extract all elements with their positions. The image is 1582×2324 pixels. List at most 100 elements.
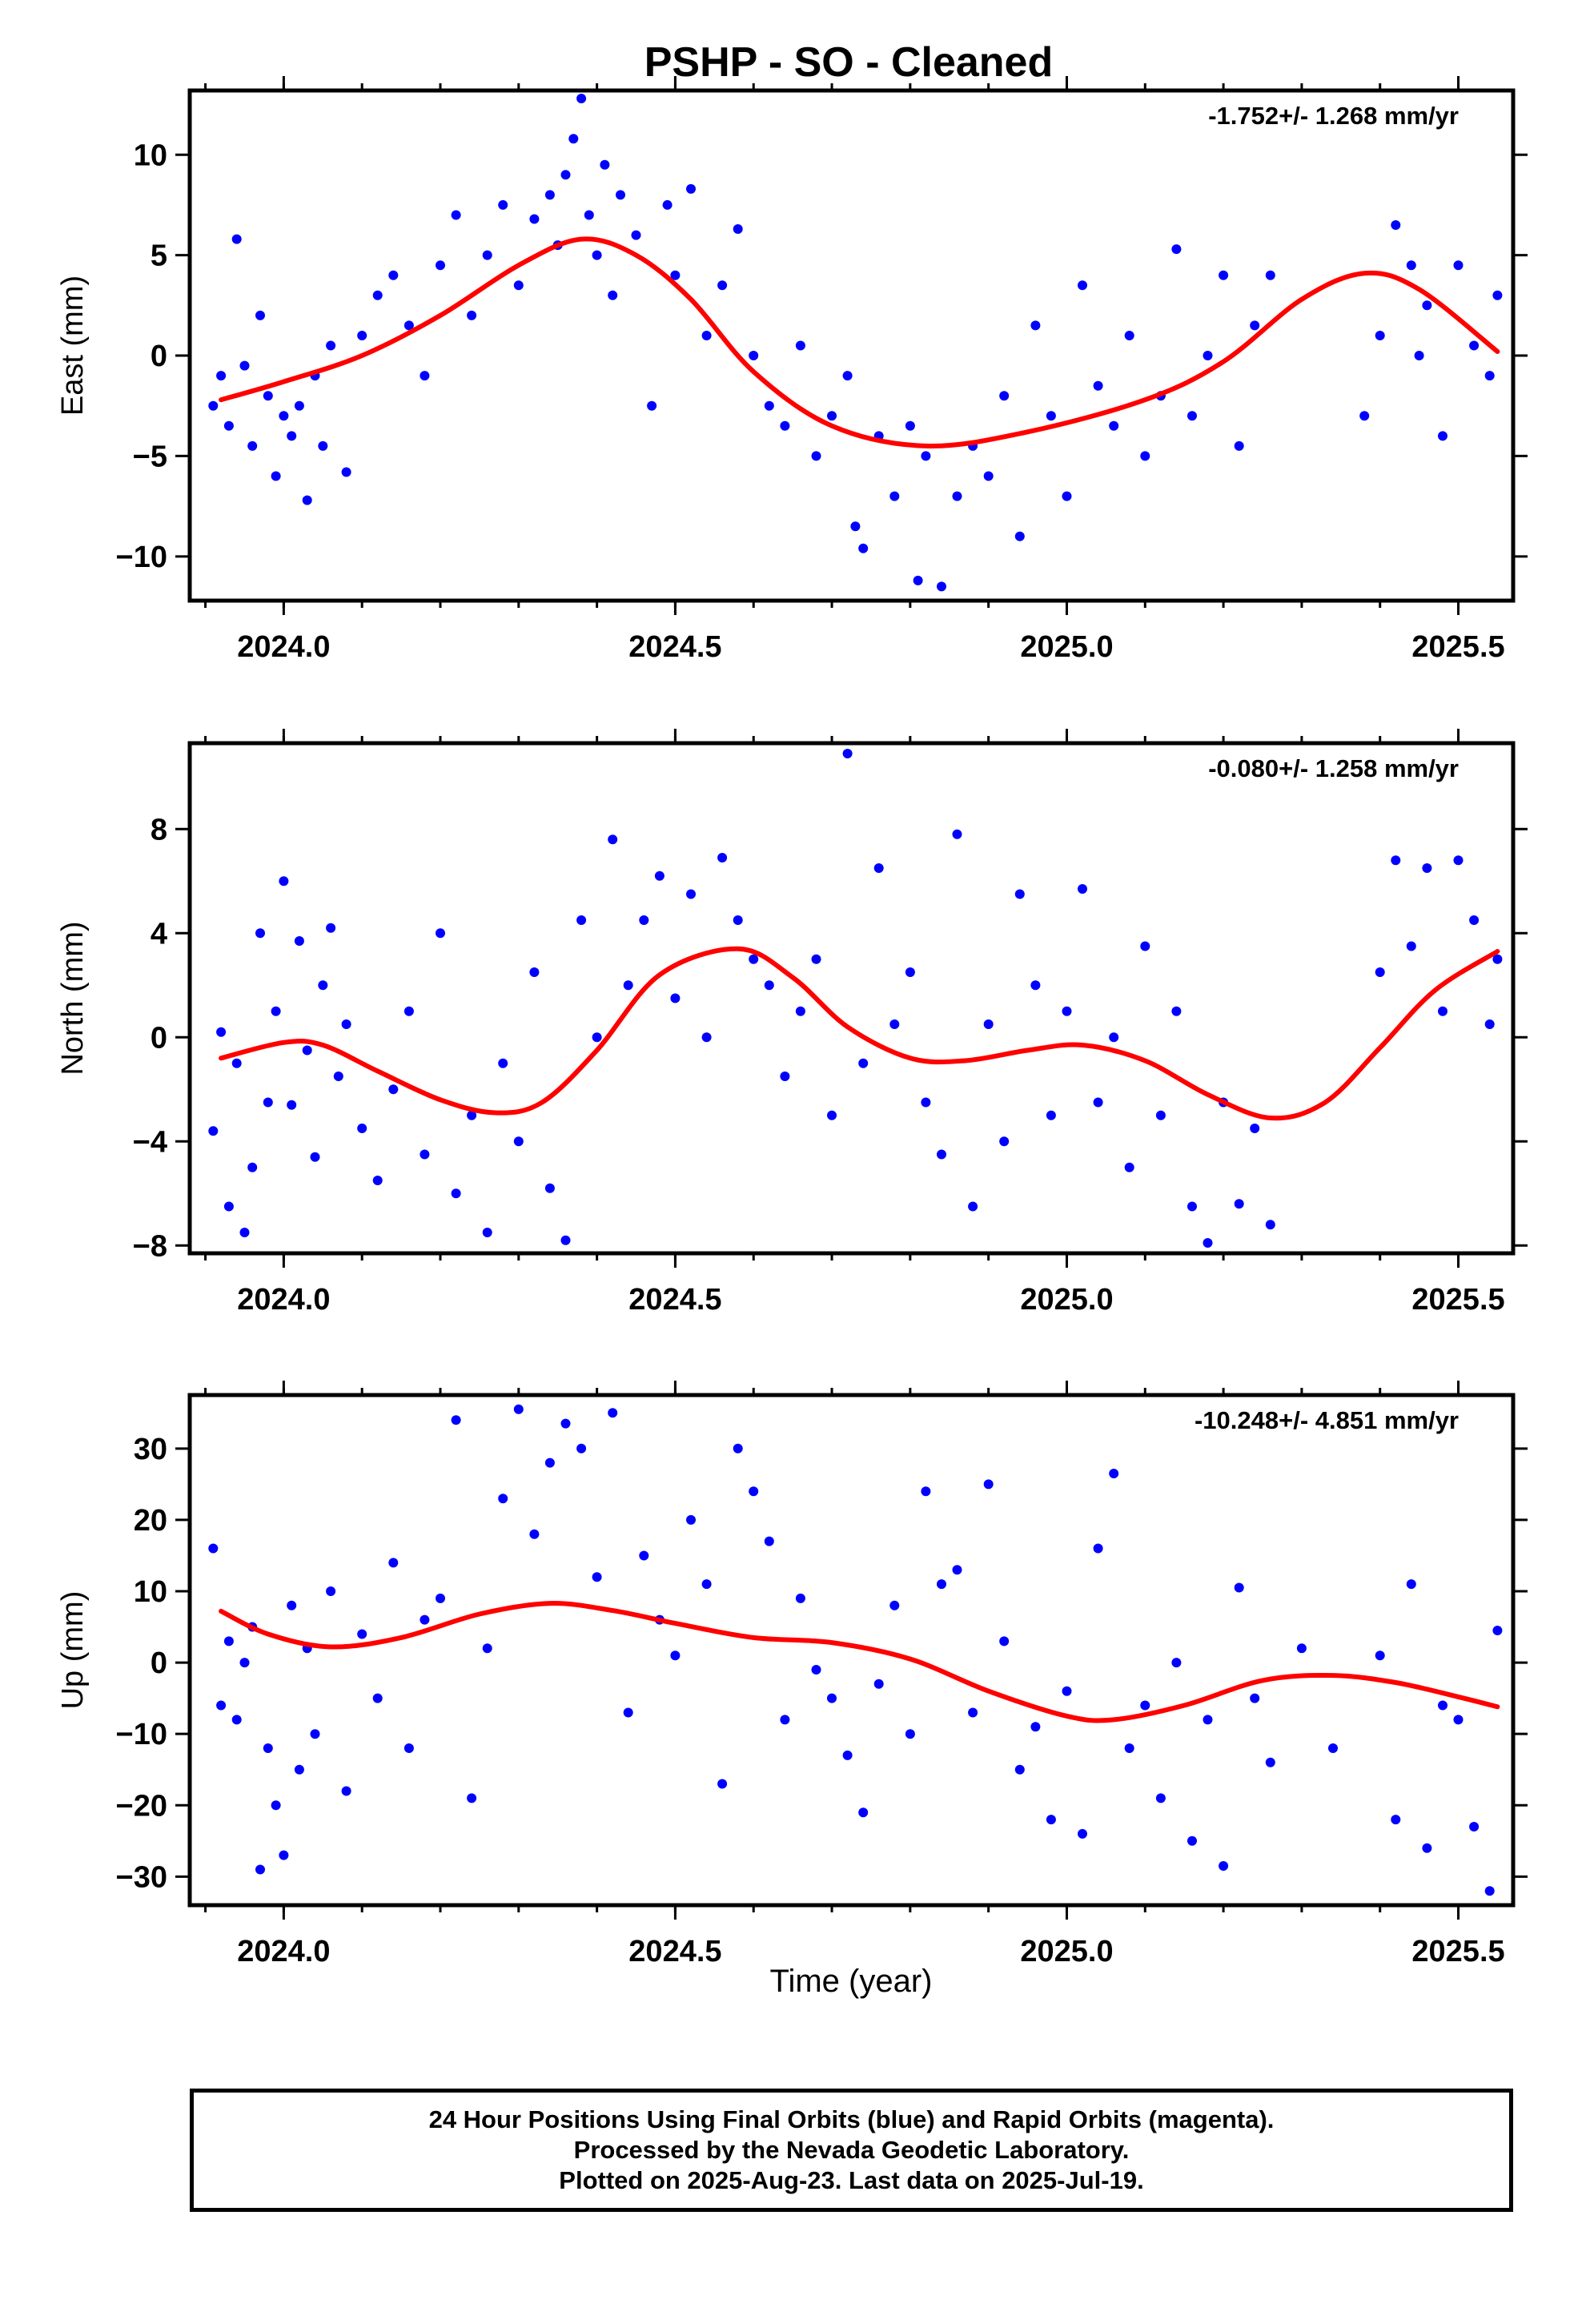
north-data-point xyxy=(1109,1032,1119,1043)
east-data-point xyxy=(436,260,445,271)
up-y-tick-label: −10 xyxy=(116,1718,167,1751)
north-data-point xyxy=(952,829,962,839)
east-data-point xyxy=(1359,411,1370,421)
panel-north: 2024.0 2024.5 2025.0 2025.5 −8 −4 0 4 8 North (mm… xyxy=(56,729,1528,1317)
up-data-point xyxy=(686,1514,696,1525)
east-y-tick-label: 10 xyxy=(134,139,167,172)
x-axis-label: Time (year) xyxy=(770,1964,933,1999)
north-data-point xyxy=(560,1235,571,1245)
up-data-point xyxy=(858,1807,869,1818)
up-data-point xyxy=(388,1558,399,1568)
east-data-point xyxy=(568,134,579,144)
east-data-point xyxy=(811,451,821,461)
up-data-point xyxy=(216,1700,227,1711)
up-data-point xyxy=(921,1486,931,1497)
east-y-tick-label: 0 xyxy=(151,340,167,373)
north-x-tick-label: 2025.5 xyxy=(1411,1283,1504,1317)
east-data-point xyxy=(357,331,367,340)
up-data-point xyxy=(1296,1643,1307,1654)
east-data-point xyxy=(1219,270,1229,280)
north-data-point xyxy=(983,1019,994,1029)
east-data-point xyxy=(616,190,625,200)
east-y-tick-label: −5 xyxy=(133,440,167,473)
east-x-tick-label: 2025.5 xyxy=(1411,630,1504,664)
north-data-point xyxy=(341,1019,351,1029)
north-data-point xyxy=(576,915,587,925)
north-data-point xyxy=(1062,1006,1072,1016)
north-data-point xyxy=(1406,941,1416,951)
up-data-point xyxy=(310,1729,320,1739)
north-data-point xyxy=(780,1072,790,1081)
up-data-point xyxy=(1109,1469,1119,1478)
north-data-point xyxy=(1030,980,1041,991)
east-data-point xyxy=(913,575,923,585)
up-data-point xyxy=(1422,1843,1432,1853)
east-data-point xyxy=(208,400,219,411)
up-data-point xyxy=(873,1679,884,1689)
north-data-point xyxy=(420,1149,430,1160)
north-data-point xyxy=(1391,855,1401,866)
north-data-point xyxy=(717,853,728,862)
east-data-point xyxy=(1492,290,1503,300)
north-data-point xyxy=(294,936,304,946)
up-data-point xyxy=(983,1479,994,1490)
east-data-point xyxy=(858,543,869,553)
footer-line-1: 24 Hour Positions Using Final Orbits (bl… xyxy=(428,2105,1275,2133)
east-data-point xyxy=(287,431,297,441)
east-data-point xyxy=(451,210,461,220)
north-data-point xyxy=(858,1058,869,1068)
north-data-point xyxy=(529,967,540,977)
panel-up: 2024.0 2024.5 2025.0 2025.5 −30 −20 −10 0 10 20 30… xyxy=(56,1381,1528,1968)
north-y-tick-label: 8 xyxy=(151,813,167,846)
up-data-point xyxy=(1219,1861,1229,1871)
up-minor-x-ticks xyxy=(204,1388,1460,1912)
north-data-point xyxy=(372,1176,383,1185)
up-data-point xyxy=(968,1707,978,1718)
east-data-point xyxy=(733,224,743,234)
up-data-point xyxy=(451,1415,461,1425)
east-data-point xyxy=(795,340,805,351)
up-data-point xyxy=(1078,1828,1087,1839)
east-data-point xyxy=(937,581,946,592)
north-data-point xyxy=(1375,967,1385,977)
north-data-point xyxy=(239,1228,250,1237)
north-data-point xyxy=(1171,1006,1182,1016)
up-data-point xyxy=(529,1529,540,1539)
east-data-point xyxy=(952,491,962,501)
north-data-point xyxy=(263,1097,273,1108)
east-data-point xyxy=(1484,371,1495,381)
up-data-point xyxy=(208,1543,219,1554)
up-data-point xyxy=(287,1600,297,1610)
east-data-point xyxy=(529,214,540,224)
north-data-point xyxy=(208,1126,219,1136)
east-data-point xyxy=(1391,220,1401,230)
footer-line-2: Processed by the Nevada Geodetic Laborat… xyxy=(573,2136,1130,2164)
north-data-point xyxy=(937,1149,946,1160)
north-data-point xyxy=(482,1228,492,1237)
east-x-tick-label: 2025.0 xyxy=(1020,630,1113,664)
north-data-point xyxy=(968,1201,978,1212)
east-data-point xyxy=(231,234,242,244)
east-data-point xyxy=(592,250,602,260)
up-x-tick-label: 2025.0 xyxy=(1020,1935,1113,1968)
up-y-tick-label: −30 xyxy=(116,1860,167,1894)
east-minor-x-ticks xyxy=(204,83,1460,608)
up-data-point xyxy=(749,1486,759,1497)
east-data-point xyxy=(905,420,915,431)
east-data-point xyxy=(749,351,759,360)
east-data-point xyxy=(647,400,657,411)
up-data-point xyxy=(498,1494,508,1504)
up-x-tick-label: 2024.5 xyxy=(628,1935,721,1968)
north-data-point xyxy=(216,1027,227,1037)
up-y-tick-label: −20 xyxy=(116,1789,167,1823)
north-data-point xyxy=(436,928,445,939)
up-data-point xyxy=(905,1729,915,1739)
up-y-axis-label: Up (mm) xyxy=(56,1591,90,1710)
up-data-point xyxy=(889,1600,900,1610)
north-data-point xyxy=(1140,941,1150,951)
up-rate-annotation: -10.248+/- 4.851 mm/yr xyxy=(1195,1406,1459,1434)
east-data-point xyxy=(1250,320,1260,331)
east-x-tick-label: 2024.0 xyxy=(237,630,330,664)
up-data-point xyxy=(271,1800,281,1811)
up-data-point xyxy=(467,1793,477,1803)
